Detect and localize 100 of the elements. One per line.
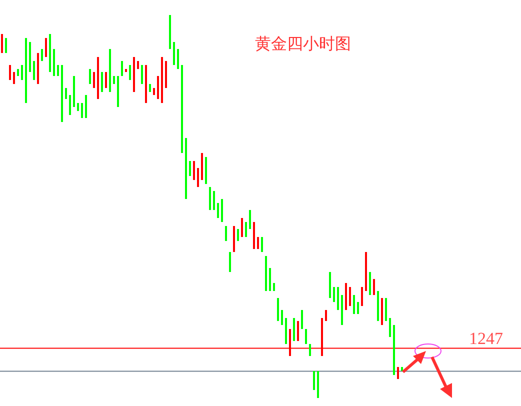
candlestick: [257, 237, 259, 249]
candlestick: [337, 287, 339, 310]
candlestick: [133, 57, 135, 92]
candlestick: [209, 187, 211, 210]
candlestick: [185, 138, 187, 199]
candlestick: [57, 65, 59, 76]
candlestick: [265, 256, 267, 291]
candlestick: [341, 295, 343, 325]
candlestick: [149, 84, 151, 92]
candlestick: [165, 61, 167, 88]
candlestick: [61, 65, 63, 122]
candlestick: [285, 318, 287, 344]
candlestick: [17, 69, 19, 76]
candlestick: [141, 65, 143, 84]
candlestick: [81, 103, 83, 118]
candlestick: [365, 252, 367, 291]
candlestick: [41, 49, 43, 61]
candlestick: [33, 61, 35, 80]
candlestick: [241, 218, 243, 237]
candlestick: [381, 298, 383, 325]
candlestick: [261, 237, 263, 252]
candlestick: [85, 95, 87, 118]
candlestick: [237, 229, 239, 241]
candlestick: [233, 226, 235, 252]
candlestick: [325, 310, 327, 321]
candlestick: [333, 287, 335, 302]
candlestick: [173, 42, 175, 65]
candlestick: [305, 329, 307, 344]
candlestick: [137, 61, 139, 69]
candlestick: [309, 344, 311, 356]
candlestick: [361, 287, 363, 306]
candlestick: [293, 318, 295, 341]
candlestick: [53, 49, 55, 76]
candlestick: [229, 252, 231, 272]
candlestick: [177, 49, 179, 69]
candlestick: [37, 53, 39, 84]
candlestick: [93, 72, 95, 88]
candlestick: [117, 76, 119, 107]
candlestick: [13, 72, 15, 84]
candlestick: [69, 95, 71, 115]
candlestick: [397, 367, 399, 379]
candlestick: [97, 57, 99, 99]
candlestick: [157, 76, 159, 99]
candlestick: [101, 72, 103, 92]
candlestick: [25, 38, 27, 103]
candlestick: [353, 295, 355, 314]
candlestick: [297, 321, 299, 341]
candlestick: [273, 283, 275, 291]
candlestick: [329, 272, 331, 298]
candlestick: [201, 153, 203, 180]
candlestick: [345, 283, 347, 310]
candlestick: [109, 49, 111, 92]
candlestick: [377, 291, 379, 321]
candlestick: [197, 168, 199, 187]
candlestick: [281, 310, 283, 325]
candlestick: [369, 272, 371, 295]
candlestick: [189, 161, 191, 176]
candlestick: [89, 69, 91, 84]
candlestick: [125, 69, 127, 72]
candlestick: [245, 222, 247, 237]
text: 1247: [469, 329, 504, 348]
candlestick: [73, 76, 75, 107]
candlestick: [217, 203, 219, 218]
candlestick: [193, 161, 195, 180]
candlestick: [161, 57, 163, 103]
candlestick: [401, 367, 403, 371]
candlestick: [221, 199, 223, 222]
candlestick: [349, 287, 351, 306]
candlestick: [77, 103, 79, 111]
candlestick: [249, 210, 251, 229]
candlestick: [181, 65, 183, 153]
candlestick: [113, 76, 115, 84]
candlestick: [253, 222, 255, 249]
candlestick: [389, 318, 391, 337]
candlestick: [213, 191, 215, 210]
candlestick: [289, 329, 291, 356]
candlestick: [225, 226, 227, 241]
candlestick: [121, 61, 123, 76]
candlestick: [317, 371, 319, 398]
candlestick: [105, 72, 107, 88]
candlestick: [29, 42, 31, 72]
candlestick: [129, 65, 131, 80]
candlestick: [385, 298, 387, 321]
candlestick: [269, 268, 271, 291]
candlestick: [45, 38, 47, 57]
candlestick: [5, 38, 7, 53]
candlestick: [301, 310, 303, 329]
candlestick: [145, 65, 147, 103]
candlestick: [65, 88, 67, 99]
candlestick: [321, 318, 323, 356]
candlestick: [373, 279, 375, 295]
candlestick: [9, 65, 11, 80]
candlestick: [313, 371, 315, 390]
candlestick: [205, 157, 207, 184]
candlestick: [49, 34, 51, 72]
candlestick: [21, 65, 23, 80]
text: 黄金四小时图: [255, 34, 351, 53]
candlestick: [1, 34, 3, 53]
candlestick: [153, 88, 155, 95]
candlestick: [357, 302, 359, 314]
